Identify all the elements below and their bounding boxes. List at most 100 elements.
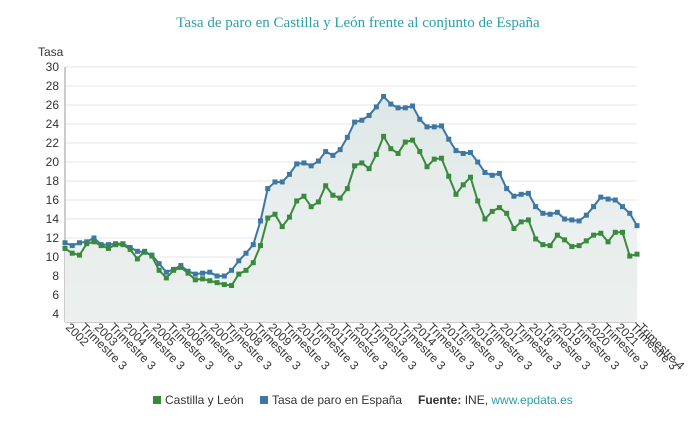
- point: [547, 243, 553, 249]
- point: [591, 232, 597, 238]
- point: [207, 278, 213, 284]
- point: [62, 245, 68, 251]
- point: [439, 123, 445, 129]
- point: [337, 195, 343, 201]
- point: [431, 124, 437, 130]
- point: [229, 283, 235, 288]
- point: [627, 210, 633, 216]
- point: [424, 124, 430, 130]
- y-tick-label: 24: [46, 117, 60, 131]
- point: [395, 150, 401, 156]
- point: [489, 208, 495, 214]
- y-tick-label: 12: [46, 231, 60, 245]
- point: [533, 204, 539, 210]
- point: [185, 270, 191, 276]
- point: [482, 216, 488, 222]
- point: [352, 163, 358, 169]
- point: [286, 171, 292, 177]
- point: [583, 212, 589, 218]
- point: [330, 192, 336, 198]
- point: [518, 191, 524, 197]
- point: [69, 250, 75, 256]
- point: [554, 209, 560, 215]
- point: [562, 237, 568, 243]
- point: [279, 179, 285, 185]
- point: [134, 248, 140, 254]
- point: [243, 250, 249, 256]
- point: [446, 136, 452, 142]
- point: [598, 194, 604, 200]
- point: [576, 218, 582, 224]
- point: [533, 236, 539, 242]
- point: [192, 271, 198, 277]
- point: [366, 112, 372, 118]
- point: [142, 248, 148, 254]
- point: [576, 243, 582, 249]
- point: [265, 215, 271, 221]
- point: [127, 246, 133, 252]
- point: [200, 276, 206, 282]
- source-link[interactable]: www.epdata.es: [490, 393, 572, 407]
- point: [381, 133, 387, 139]
- source-name: INE,: [465, 393, 488, 407]
- point: [163, 269, 169, 275]
- point: [605, 196, 611, 202]
- area: [65, 136, 637, 322]
- point: [214, 273, 220, 279]
- legend-swatch: [153, 396, 161, 404]
- point: [192, 277, 198, 283]
- point: [410, 137, 416, 143]
- point: [410, 103, 416, 109]
- point: [475, 159, 481, 165]
- point: [105, 242, 111, 248]
- point: [598, 230, 604, 236]
- point: [134, 256, 140, 262]
- point: [156, 261, 162, 267]
- legend: Castilla y León Tasa de paro en España: [153, 393, 402, 407]
- point: [388, 146, 394, 152]
- point: [518, 219, 524, 225]
- point: [359, 160, 365, 166]
- point: [540, 210, 546, 216]
- point: [323, 149, 329, 155]
- point: [294, 198, 300, 204]
- point: [344, 134, 350, 140]
- point: [171, 267, 177, 273]
- point: [250, 242, 256, 248]
- point: [250, 260, 256, 266]
- point: [236, 271, 242, 277]
- point: [460, 182, 466, 188]
- point: [243, 267, 249, 273]
- point: [388, 101, 394, 107]
- point: [69, 243, 75, 249]
- point: [62, 240, 68, 246]
- point: [272, 179, 278, 185]
- point: [279, 224, 285, 230]
- point: [178, 264, 184, 270]
- point: [591, 204, 597, 210]
- point: [402, 105, 408, 111]
- point: [315, 158, 321, 164]
- y-tick-label: 16: [46, 193, 60, 207]
- point: [76, 252, 82, 258]
- y-tick-label: 8: [52, 269, 59, 283]
- point: [525, 217, 531, 223]
- point: [344, 186, 350, 192]
- point: [439, 155, 445, 161]
- point: [105, 245, 111, 251]
- point: [562, 216, 568, 222]
- legend-label: Castilla y León: [165, 393, 244, 407]
- y-tick-label: 26: [46, 98, 60, 112]
- source: Fuente: INE, www.epdata.es: [418, 393, 573, 407]
- point: [84, 241, 90, 247]
- point: [605, 239, 611, 245]
- point: [366, 166, 372, 172]
- point: [221, 273, 227, 279]
- point: [221, 282, 227, 288]
- y-tick-label: 20: [46, 155, 60, 169]
- point: [540, 242, 546, 248]
- point: [236, 258, 242, 264]
- point: [156, 267, 162, 273]
- point: [373, 151, 379, 157]
- point: [257, 243, 263, 249]
